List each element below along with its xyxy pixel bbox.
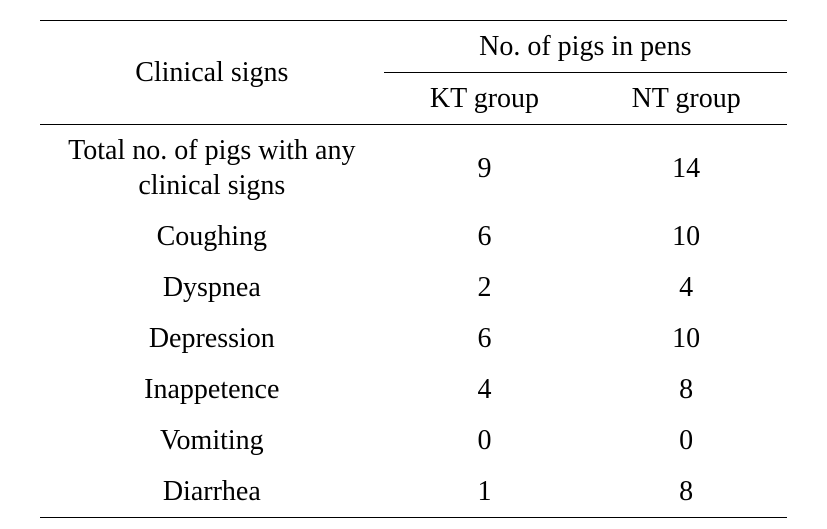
cell-value: 10 (585, 211, 787, 262)
cell-value: 8 (585, 364, 787, 415)
row-label: Diarrhea (40, 466, 384, 518)
cell-value: 9 (384, 125, 586, 212)
cell-value: 6 (384, 313, 586, 364)
cell-value: 6 (384, 211, 586, 262)
cell-value: 4 (585, 262, 787, 313)
table-row: Coughing 6 10 (40, 211, 787, 262)
cell-value: 14 (585, 125, 787, 212)
column-header-nt: NT group (585, 73, 787, 125)
cell-value: 1 (384, 466, 586, 518)
cell-value: 8 (585, 466, 787, 518)
table-row: Inappetence 4 8 (40, 364, 787, 415)
table-row: Dyspnea 2 4 (40, 262, 787, 313)
column-header-kt: KT group (384, 73, 586, 125)
table-row: Depression 6 10 (40, 313, 787, 364)
clinical-signs-table: Clinical signs No. of pigs in pens KT gr… (40, 20, 787, 518)
row-label: Coughing (40, 211, 384, 262)
row-header-label: Clinical signs (40, 21, 384, 125)
table-row: Vomiting 0 0 (40, 415, 787, 466)
row-label: Depression (40, 313, 384, 364)
cell-value: 2 (384, 262, 586, 313)
clinical-signs-table-container: Clinical signs No. of pigs in pens KT gr… (0, 0, 827, 529)
table-row: Total no. of pigs with any clinical sign… (40, 125, 787, 212)
group-header-label: No. of pigs in pens (384, 21, 787, 73)
table-row: Diarrhea 1 8 (40, 466, 787, 518)
row-label: Vomiting (40, 415, 384, 466)
cell-value: 0 (384, 415, 586, 466)
row-label: Total no. of pigs with any clinical sign… (40, 125, 384, 212)
cell-value: 10 (585, 313, 787, 364)
row-label: Inappetence (40, 364, 384, 415)
row-label: Dyspnea (40, 262, 384, 313)
cell-value: 0 (585, 415, 787, 466)
cell-value: 4 (384, 364, 586, 415)
